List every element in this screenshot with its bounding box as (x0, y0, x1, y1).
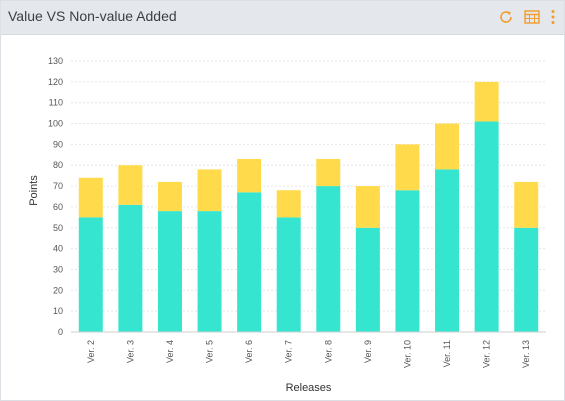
x-tick-label: Ver. 8 (323, 340, 333, 363)
bar-segment[interactable] (197, 169, 222, 212)
bar-segment[interactable] (118, 204, 143, 332)
bar-segment[interactable] (355, 186, 380, 228)
bar-segment[interactable] (514, 227, 539, 332)
widget-header: Value VS Non-value Added (1, 1, 564, 35)
bars (78, 81, 539, 332)
y-tick-label: 20 (53, 285, 63, 295)
x-tick-label: Ver. 7 (284, 340, 294, 363)
y-tick-label: 110 (49, 98, 63, 108)
x-tick-label: Ver. 11 (442, 340, 452, 367)
more-vertical-icon[interactable] (548, 7, 558, 27)
x-tick-label: Ver. 6 (244, 340, 254, 363)
x-tick-label: Ver. 12 (482, 340, 492, 368)
bar-segment[interactable] (316, 158, 341, 187)
grid-lines (71, 60, 546, 312)
bar-segment[interactable] (474, 81, 499, 122)
y-tick-label: 40 (53, 244, 63, 254)
bar-segment[interactable] (395, 144, 420, 191)
y-tick-label: 30 (53, 264, 63, 274)
bar-segment[interactable] (276, 190, 301, 218)
table-icon[interactable] (522, 7, 542, 27)
y-axis-ticks: 0 10 20 30 40 50 60 70 80 90 100 110 120 130 (48, 56, 63, 337)
x-tick-label: Ver. 10 (402, 340, 412, 368)
bar-segment[interactable] (157, 181, 182, 212)
y-axis-title: Points (28, 175, 40, 206)
y-tick-label: 130 (48, 56, 63, 66)
bar-segment[interactable] (197, 211, 222, 332)
x-tick-label: Ver. 2 (86, 340, 96, 363)
y-tick-label: 60 (53, 202, 63, 212)
x-axis-title: Releases (286, 382, 332, 394)
x-tick-label: Ver. 3 (125, 340, 135, 363)
y-tick-label: 50 (53, 223, 63, 233)
bar-segment[interactable] (237, 192, 262, 332)
y-tick-label: 80 (53, 160, 63, 170)
y-tick-label: 90 (53, 139, 63, 149)
bar-segment[interactable] (355, 227, 380, 332)
x-tick-label: Ver. 4 (165, 340, 175, 363)
y-tick-label: 10 (53, 306, 63, 316)
y-tick-label: 70 (53, 181, 63, 191)
bar-segment[interactable] (78, 217, 103, 332)
bar-segment[interactable] (514, 181, 539, 228)
bar-segment[interactable] (157, 211, 182, 332)
bar-segment[interactable] (118, 165, 143, 205)
bar-segment[interactable] (474, 121, 499, 332)
y-tick-label: 120 (48, 77, 63, 87)
x-tick-label: Ver. 13 (521, 340, 531, 368)
y-tick-label: 100 (48, 119, 63, 129)
bar-segment[interactable] (435, 123, 460, 170)
bar-segment[interactable] (237, 158, 262, 193)
bar-segment[interactable] (435, 169, 460, 332)
bar-segment[interactable] (276, 217, 301, 332)
x-tick-label: Ver. 9 (363, 340, 373, 363)
widget-toolbar (490, 7, 558, 27)
bar-segment[interactable] (316, 186, 341, 332)
bar-segment[interactable] (78, 177, 103, 218)
y-tick-label: 0 (58, 327, 63, 337)
bar-segment[interactable] (395, 190, 420, 332)
x-tick-label: Ver. 5 (205, 340, 215, 363)
x-axis-ticks: Ver. 2 Ver. 3 Ver. 4 Ver. 5 Ver. 6 Ver. 7 Ver.… (86, 340, 531, 368)
refresh-icon[interactable] (496, 7, 516, 27)
widget-title: Value VS Non-value Added (8, 8, 177, 24)
